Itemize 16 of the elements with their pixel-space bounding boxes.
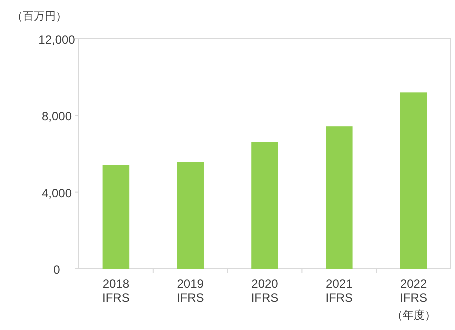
y-tick-label: 0 (54, 263, 61, 277)
x-tick-label: 2022 IFRS (400, 277, 428, 305)
bar (252, 142, 278, 269)
x-axis-title: （年度） (392, 309, 436, 322)
bar (400, 92, 428, 269)
bar (326, 126, 353, 269)
x-tick-label: 2020 IFRS (251, 277, 279, 305)
bar (102, 165, 130, 269)
y-tick-label: 8,000 (42, 110, 72, 124)
y-tick-label: 4,000 (42, 186, 72, 200)
x-tick-label: 2018 IFRS (102, 277, 130, 305)
x-tick-label: 2019 IFRS (176, 277, 204, 305)
y-axis-title: （百万円） (12, 11, 67, 23)
x-tick-label: 2021 IFRS (326, 277, 354, 305)
y-tick-label: 12,000 (38, 33, 76, 47)
bar (177, 162, 204, 269)
